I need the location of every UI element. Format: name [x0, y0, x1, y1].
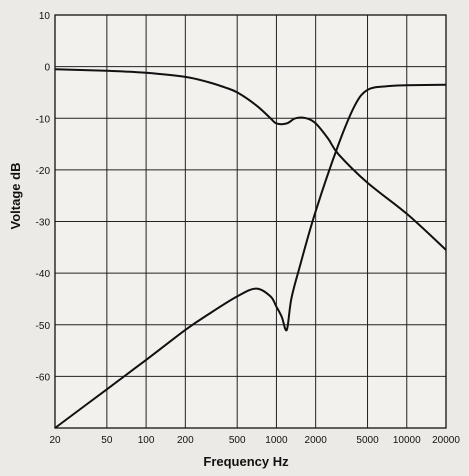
x-tick-label: 200	[177, 435, 194, 446]
y-tick-label: -60	[36, 372, 51, 383]
x-tick-label: 20	[49, 435, 61, 446]
x-tick-label: 100	[138, 435, 155, 446]
y-tick-label: -50	[36, 321, 51, 332]
plot-frame	[54, 14, 447, 429]
x-tick-label: 5000	[356, 435, 379, 446]
series-line-2	[54, 83, 447, 429]
series-line-1	[54, 68, 447, 251]
y-tick-label: 0	[44, 63, 50, 74]
x-axis-label: Frequency Hz	[203, 454, 289, 469]
y-axis-label: Voltage dB	[8, 163, 23, 230]
series-group	[54, 68, 447, 429]
x-tick-label: 2000	[305, 435, 328, 446]
x-tick-labels: 20 50 100 200 500 1000 2000 5000 10000 20000	[49, 435, 460, 446]
y-tick-label: -20	[36, 166, 51, 177]
x-tick-label: 50	[101, 435, 113, 446]
y-tick-label: -10	[36, 114, 51, 125]
y-tick-labels: 10 0 -10 -20 -30 -40 -50 -60	[36, 11, 51, 383]
y-tick-label: 10	[39, 11, 51, 22]
y-tick-label: -40	[36, 269, 51, 280]
x-tick-label: 20000	[432, 435, 460, 446]
x-tick-label: 10000	[393, 435, 421, 446]
x-tick-label: 500	[229, 435, 246, 446]
y-tick-label: -30	[36, 218, 51, 229]
x-tick-label: 1000	[265, 435, 288, 446]
